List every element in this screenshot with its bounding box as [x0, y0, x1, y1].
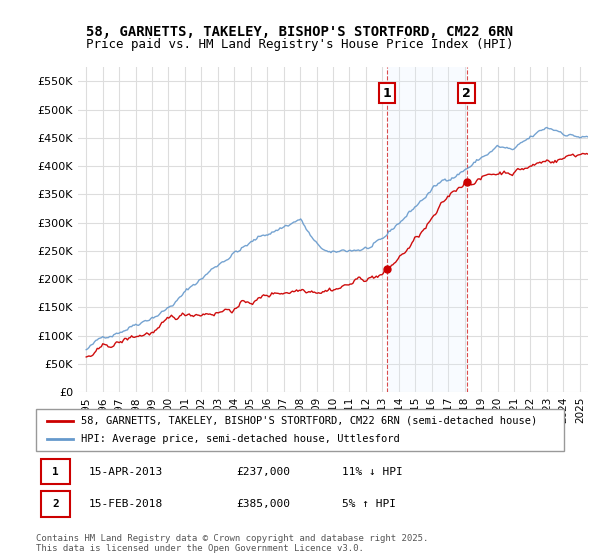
Text: 11% ↓ HPI: 11% ↓ HPI [342, 467, 403, 477]
Text: 15-FEB-2018: 15-FEB-2018 [89, 499, 163, 509]
Text: £237,000: £237,000 [236, 467, 290, 477]
Bar [387, 67, 467, 392]
Text: £385,000: £385,000 [236, 499, 290, 509]
FancyBboxPatch shape [36, 409, 564, 451]
Text: 1: 1 [383, 87, 392, 100]
Text: HPI: Average price, semi-detached house, Uttlesford: HPI: Average price, semi-detached house,… [81, 434, 400, 444]
Text: 15-APR-2013: 15-APR-2013 [89, 467, 163, 477]
Text: Price paid vs. HM Land Registry's House Price Index (HPI): Price paid vs. HM Land Registry's House … [86, 38, 514, 51]
Text: 2: 2 [462, 87, 471, 100]
FancyBboxPatch shape [41, 459, 70, 484]
FancyBboxPatch shape [41, 492, 70, 516]
Text: 58, GARNETTS, TAKELEY, BISHOP'S STORTFORD, CM22 6RN (semi-detached house): 58, GARNETTS, TAKELEY, BISHOP'S STORTFOR… [81, 416, 537, 426]
Text: 2: 2 [52, 499, 59, 509]
Text: 5% ↑ HPI: 5% ↑ HPI [342, 499, 396, 509]
Text: 1: 1 [52, 467, 59, 477]
Text: Contains HM Land Registry data © Crown copyright and database right 2025.
This d: Contains HM Land Registry data © Crown c… [36, 534, 428, 553]
Text: 58, GARNETTS, TAKELEY, BISHOP'S STORTFORD, CM22 6RN: 58, GARNETTS, TAKELEY, BISHOP'S STORTFOR… [86, 25, 514, 39]
